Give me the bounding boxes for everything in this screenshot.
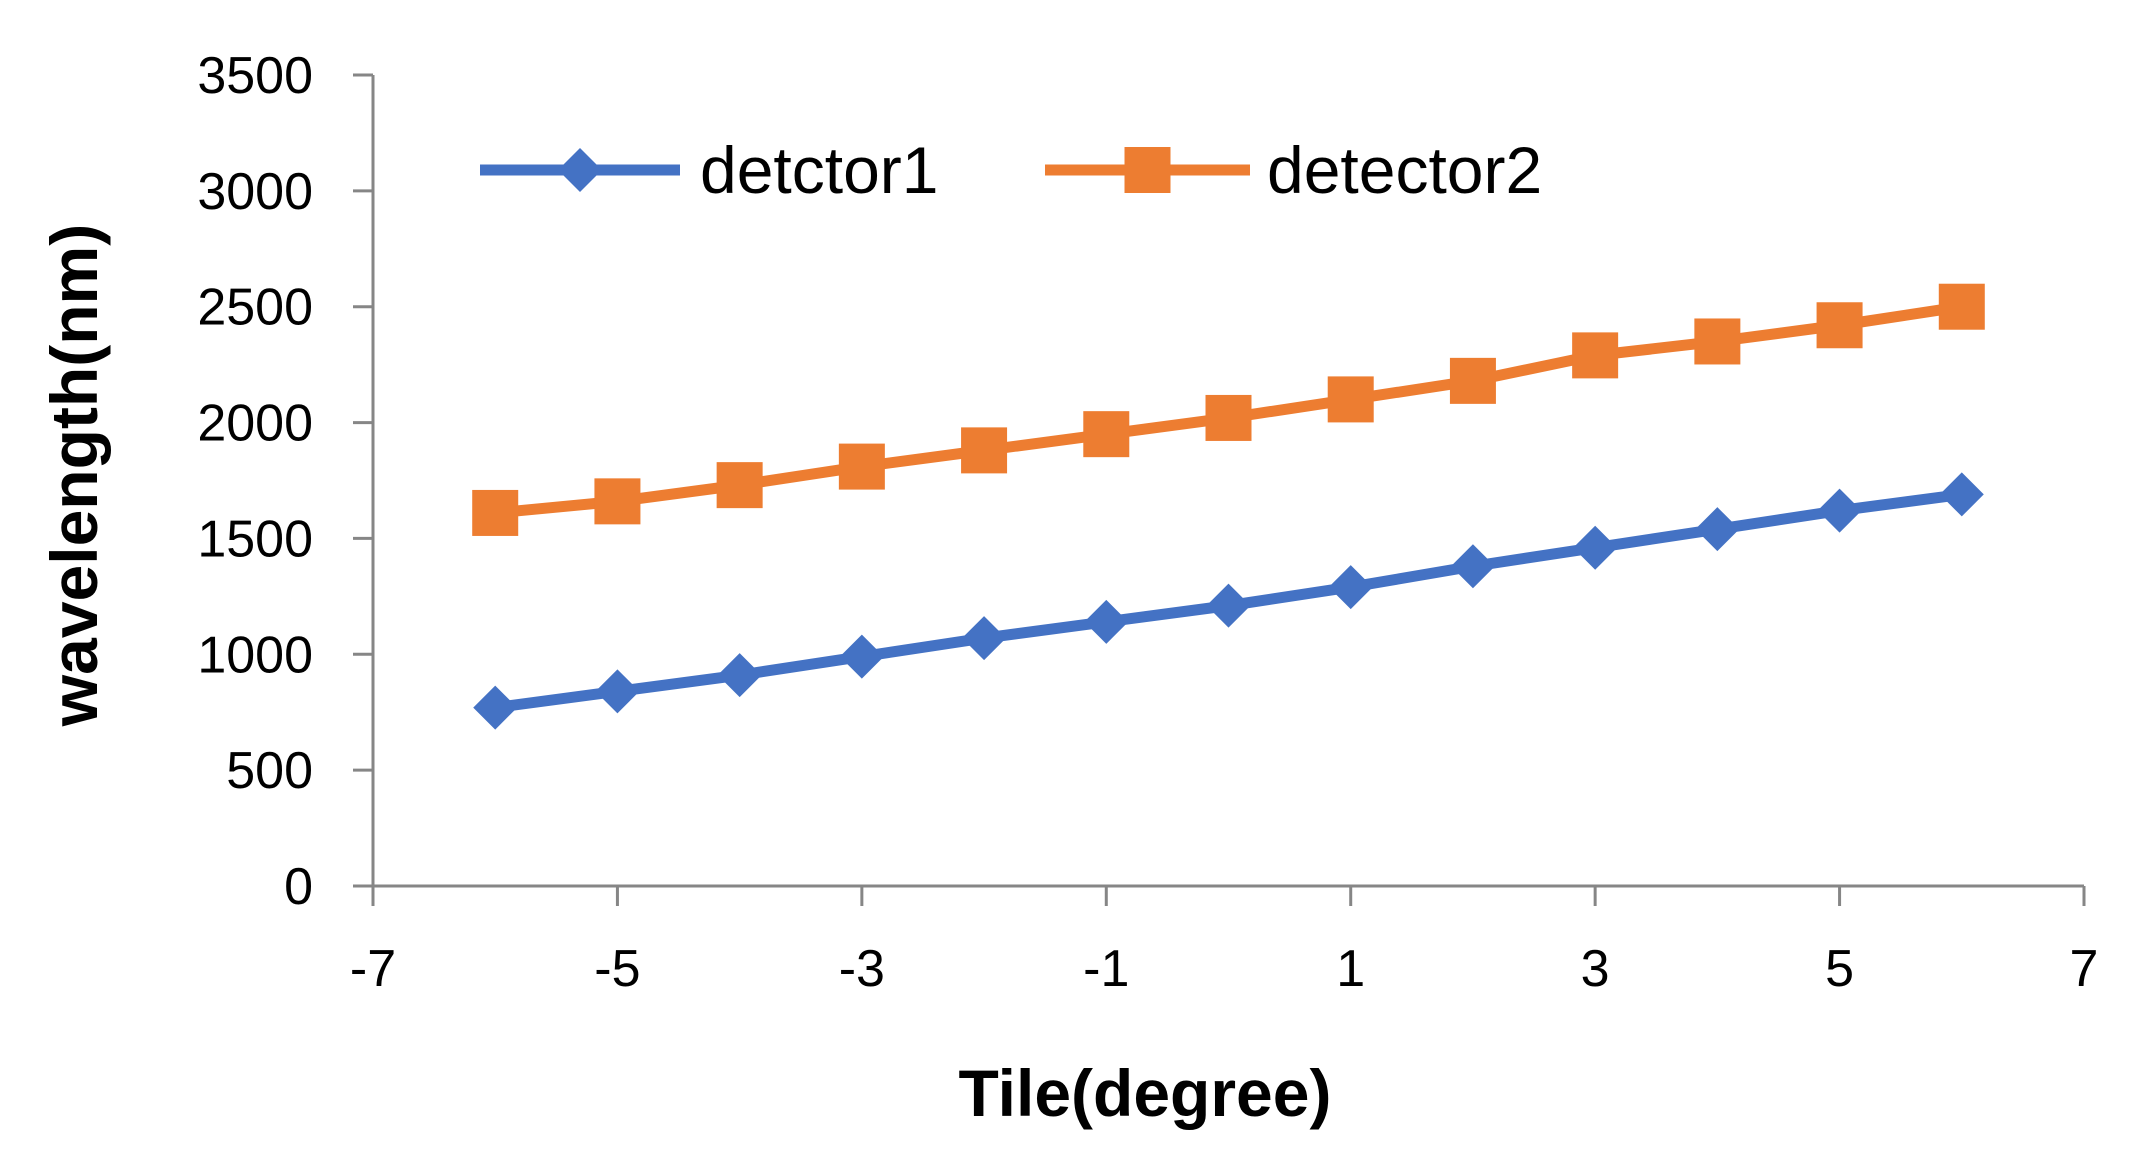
data-point [1939,472,1984,517]
data-point [1817,488,1862,533]
data-point [595,669,640,714]
legend: detctor1 detector2 [480,133,1542,207]
data-point [1328,565,1373,610]
legend-item: detctor1 [480,133,938,207]
legend-label: detctor1 [700,133,938,207]
x-tick-label: -5 [594,940,640,998]
data-point [1449,357,1496,404]
data-point [962,616,1007,661]
series-2 [472,283,1985,536]
data-point [838,443,885,490]
data-point [839,634,884,679]
data-point [1083,411,1130,458]
axes: 0 500 1000 1500 2000 2500 3000 3500 -7 -5 -3 -1 1 3 5 7 [197,47,2098,998]
y-tick-label: 3500 [197,47,313,105]
data-point [961,427,1008,474]
data-point [717,653,762,698]
data-point [473,685,518,730]
legend-item: detector2 [1045,133,1542,207]
data-point [1573,525,1618,570]
data-point [1327,376,1374,423]
data-point [1694,318,1741,365]
x-tick-label: -3 [839,940,885,998]
x-tick-label: -7 [350,940,396,998]
data-point [472,489,519,536]
data-point [716,462,763,509]
x-tick-label: -1 [1083,940,1129,998]
data-point [594,478,641,525]
y-tick-label: 2500 [197,279,313,337]
data-point [1938,283,1985,330]
legend-marker [558,148,602,192]
y-axis-title: wavelength(nm) [37,224,111,727]
data-point [1816,302,1863,349]
y-tick-label: 2000 [197,395,313,453]
series-1 [473,472,1984,730]
data-point [1695,507,1740,552]
data-point [1572,332,1619,379]
y-tick-label: 1000 [197,626,313,684]
y-tick-label: 1500 [197,510,313,568]
x-axis-title: Tile(degree) [959,1056,1332,1130]
y-tick-label: 3000 [197,163,313,221]
x-tick-label: 5 [1825,940,1854,998]
x-tick-label: 3 [1581,940,1610,998]
data-point [1084,599,1129,644]
y-tick-label: 0 [284,858,313,916]
y-tick-label: 500 [226,742,313,800]
series-layer [472,283,1985,730]
data-point [1205,394,1252,441]
x-tick-label: 7 [2070,940,2099,998]
legend-marker [1124,147,1171,193]
data-point [1206,583,1251,628]
x-tick-label: 1 [1336,940,1365,998]
data-point [1450,544,1495,589]
legend-label: detector2 [1267,133,1542,207]
